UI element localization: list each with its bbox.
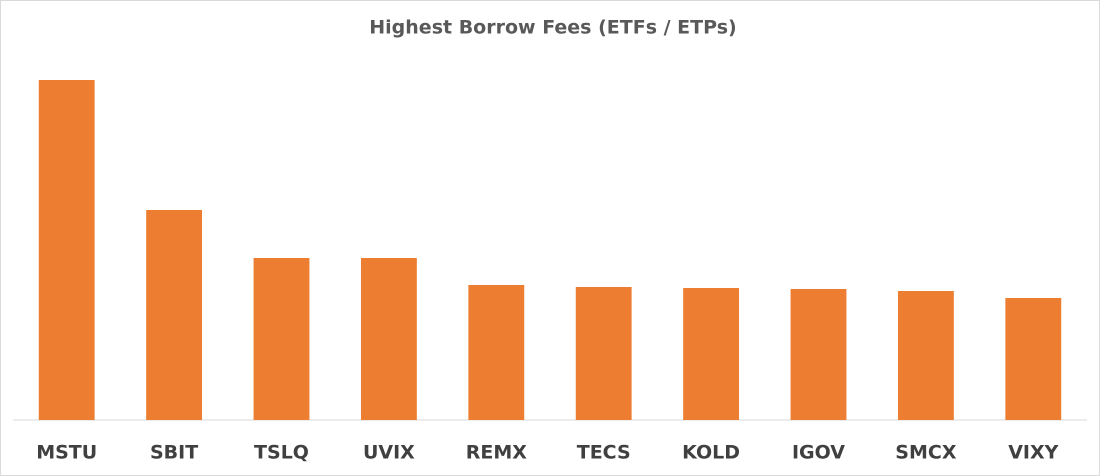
x-tick-label: SMCX <box>895 442 957 464</box>
x-tick-label: VIXY <box>1008 442 1058 464</box>
x-tick-label: UVIX <box>363 442 415 464</box>
bar <box>38 80 95 420</box>
x-tick-label: KOLD <box>682 442 740 464</box>
chart-title: Highest Borrow Fees (ETFs / ETPs) <box>369 17 736 39</box>
x-tick-label: REMX <box>466 442 528 464</box>
bar <box>575 287 632 420</box>
bar <box>360 258 417 420</box>
x-tick-label: SBIT <box>150 442 198 464</box>
x-tick-label: TSLQ <box>254 442 309 464</box>
bar <box>1005 298 1062 420</box>
bar <box>468 285 525 420</box>
x-tick-label: IGOV <box>792 442 845 464</box>
bar <box>897 291 954 420</box>
bar <box>253 258 310 420</box>
x-tick-label: MSTU <box>36 442 97 464</box>
bar <box>790 289 847 420</box>
bar <box>683 288 740 420</box>
bar <box>146 210 203 420</box>
x-tick-label: TECS <box>577 442 631 464</box>
